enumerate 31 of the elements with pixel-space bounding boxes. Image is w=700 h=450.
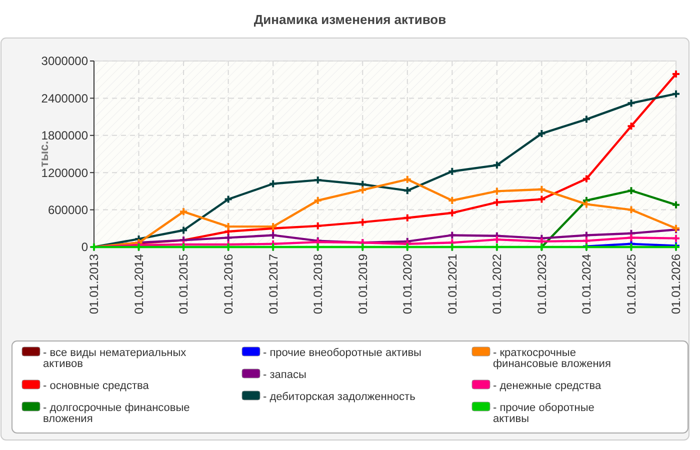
- legend-label: - долгосрочные финансовые вложения: [43, 402, 190, 425]
- x-tick-label: 01.01.2020: [400, 254, 415, 314]
- x-tick-label: 01.01.2014: [132, 254, 146, 314]
- x-tick-label: 01.01.2019: [356, 254, 370, 314]
- chart-title: Динамика изменения активов: [254, 12, 446, 27]
- x-tick-label: 01.01.2015: [176, 254, 191, 314]
- legend-label: - основные средства: [43, 380, 150, 392]
- y-tick-label: 0: [81, 240, 88, 254]
- legend-label: - все виды нематериальных активов: [43, 347, 187, 370]
- x-tick-label: 01.01.2023: [534, 254, 549, 314]
- y-axis-title: тыс.: [37, 140, 51, 168]
- x-tick-label: 01.01.2016: [222, 254, 236, 314]
- legend-label: - прочие внеоборотные активы: [263, 347, 422, 359]
- y-tick-label: 3000000: [41, 54, 88, 68]
- x-tick-label: 01.01.2026: [669, 254, 684, 314]
- legend-label: - краткосрочные финансовые вложения: [493, 347, 611, 370]
- legend-label: - дебиторская задолженность: [263, 391, 416, 403]
- y-tick-label: 1800000: [41, 128, 88, 143]
- legend-label: - денежные средства: [493, 380, 602, 392]
- legend-label: - прочие оборотные активы: [493, 402, 594, 425]
- x-tick-label: 01.01.2013: [87, 254, 102, 314]
- legend-label: - запасы: [263, 369, 306, 381]
- y-tick-label: 2400000: [41, 91, 88, 106]
- x-tick-label: 01.01.2018: [311, 254, 326, 314]
- x-tick-label: 01.01.2021: [445, 254, 460, 314]
- x-tick-label: 01.01.2025: [624, 254, 638, 314]
- y-tick-label: 1200000: [41, 166, 88, 180]
- x-tick-label: 01.01.2024: [580, 254, 594, 314]
- x-tick-label: 01.01.2022: [490, 254, 504, 314]
- x-tick-label: 01.01.2017: [266, 254, 280, 314]
- y-tick-label: 600000: [48, 203, 88, 217]
